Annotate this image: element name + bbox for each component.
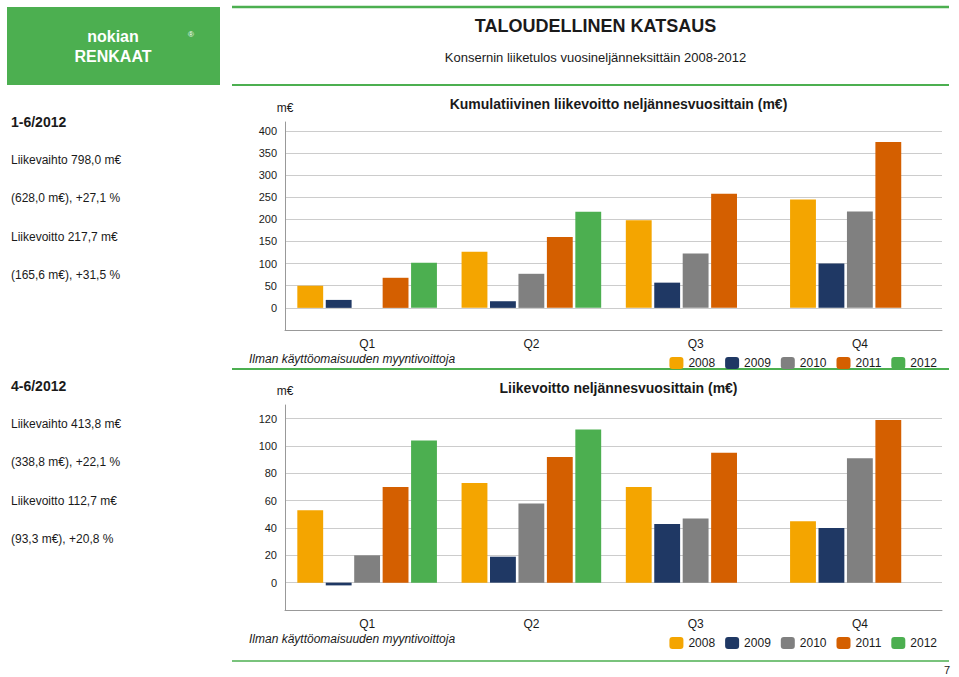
svg-text:Q3: Q3	[688, 337, 704, 351]
svg-text:Liikevaihto 798,0 m€: Liikevaihto 798,0 m€	[11, 153, 121, 167]
svg-text:RENKAAT: RENKAAT	[74, 48, 151, 65]
svg-text:(165,6 m€), +31,5 %: (165,6 m€), +31,5 %	[11, 268, 120, 282]
svg-text:Kumulatiivinen liikevoitto nel: Kumulatiivinen liikevoitto neljännesvuos…	[450, 96, 788, 112]
svg-text:120: 120	[259, 413, 277, 425]
svg-text:Liikevaihto 413,8 m€: Liikevaihto 413,8 m€	[11, 417, 121, 431]
svg-text:2009: 2009	[744, 636, 771, 650]
svg-text:2010: 2010	[800, 356, 827, 370]
svg-text:100: 100	[259, 258, 277, 270]
svg-text:2008: 2008	[688, 636, 715, 650]
svg-text:Liikevoitto 112,7 m€: Liikevoitto 112,7 m€	[11, 494, 117, 508]
svg-text:2011: 2011	[856, 356, 882, 370]
svg-text:350: 350	[259, 147, 277, 159]
svg-text:7: 7	[944, 664, 950, 676]
svg-text:Q2: Q2	[523, 617, 539, 631]
svg-text:TALOUDELLINEN KATSAUS: TALOUDELLINEN KATSAUS	[475, 16, 716, 36]
svg-text:Q4: Q4	[852, 337, 868, 351]
svg-text:2009: 2009	[744, 356, 771, 370]
svg-text:250: 250	[259, 191, 277, 203]
svg-text:2010: 2010	[800, 636, 827, 650]
svg-text:400: 400	[259, 125, 277, 137]
svg-text:40: 40	[265, 522, 277, 534]
svg-text:0: 0	[271, 577, 277, 589]
svg-text:150: 150	[259, 235, 277, 247]
svg-text:2008: 2008	[688, 356, 715, 370]
svg-text:2011: 2011	[856, 636, 882, 650]
svg-text:100: 100	[259, 440, 277, 452]
svg-text:®: ®	[188, 30, 194, 39]
svg-text:Liikevoitto 217,7 m€: Liikevoitto 217,7 m€	[11, 230, 118, 244]
svg-text:m€: m€	[277, 101, 294, 115]
svg-text:Q1: Q1	[359, 617, 375, 631]
svg-text:(338,8 m€), +22,1 %: (338,8 m€), +22,1 %	[11, 455, 120, 469]
svg-text:200: 200	[259, 213, 277, 225]
svg-text:nokian: nokian	[87, 28, 139, 45]
svg-text:(93,3 m€), +20,8 %: (93,3 m€), +20,8 %	[11, 532, 114, 546]
svg-text:m€: m€	[277, 384, 294, 398]
svg-text:Ilman käyttöomaisuuden myyntiv: Ilman käyttöomaisuuden myyntivoittoja	[249, 632, 455, 646]
svg-text:Q4: Q4	[852, 617, 868, 631]
svg-text:Ilman käyttöomaisuuden myyntiv: Ilman käyttöomaisuuden myyntivoittoja	[249, 352, 455, 366]
svg-text:Q1: Q1	[359, 337, 375, 351]
svg-text:20: 20	[265, 549, 277, 561]
svg-text:Q2: Q2	[523, 337, 539, 351]
svg-text:(628,0 m€), +27,1 %: (628,0 m€), +27,1 %	[11, 191, 120, 205]
svg-text:Konsernin liiketulos vuosinelj: Konsernin liiketulos vuosineljänneksittä…	[445, 50, 746, 65]
svg-text:2012: 2012	[910, 636, 937, 650]
svg-text:50: 50	[265, 280, 277, 292]
svg-text:60: 60	[265, 495, 277, 507]
svg-text:4-6/2012: 4-6/2012	[11, 378, 66, 394]
svg-text:2012: 2012	[910, 356, 937, 370]
svg-text:Liikevoitto neljännesvuosittai: Liikevoitto neljännesvuosittain (m€)	[499, 380, 737, 396]
svg-text:1-6/2012: 1-6/2012	[11, 114, 66, 130]
svg-text:80: 80	[265, 467, 277, 479]
svg-text:0: 0	[271, 302, 277, 314]
svg-text:300: 300	[259, 169, 277, 181]
svg-text:Q3: Q3	[688, 617, 704, 631]
